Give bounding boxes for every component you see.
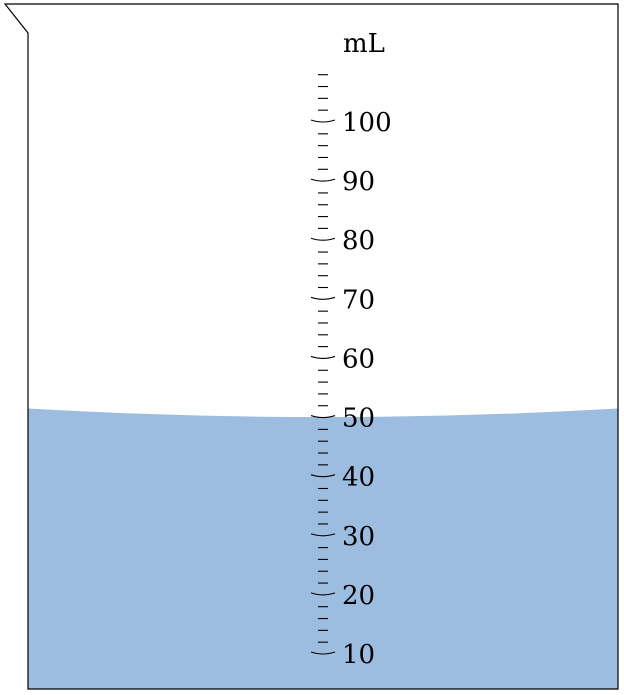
major-graduation-40 [310,474,336,478]
scale-label-20: 20 [342,581,375,611]
major-graduation-100 [310,119,336,123]
scale-label-60: 60 [342,344,375,374]
major-graduation-10 [310,651,336,655]
scale-label-40: 40 [342,463,375,493]
graduation-scale: 10 20 30 40 50 60 70 80 90 100 [310,74,392,670]
liquid [28,408,618,689]
scale-label-100: 100 [342,108,392,138]
major-graduation-90 [310,178,336,182]
major-graduation-50 [310,415,336,419]
scale-label-80: 80 [342,226,375,256]
major-graduation-80 [310,237,336,241]
unit-label: mL [343,29,385,59]
major-graduation-30 [310,533,336,537]
scale-label-50: 50 [342,404,375,434]
scale-label-10: 10 [342,640,375,670]
scale-label-90: 90 [342,167,375,197]
beaker-outline [3,3,619,690]
scale-label-70: 70 [342,285,375,315]
major-graduation-60 [310,355,336,359]
major-graduation-20 [310,592,336,596]
major-graduation-70 [310,296,336,300]
scale-label-30: 30 [342,522,375,552]
